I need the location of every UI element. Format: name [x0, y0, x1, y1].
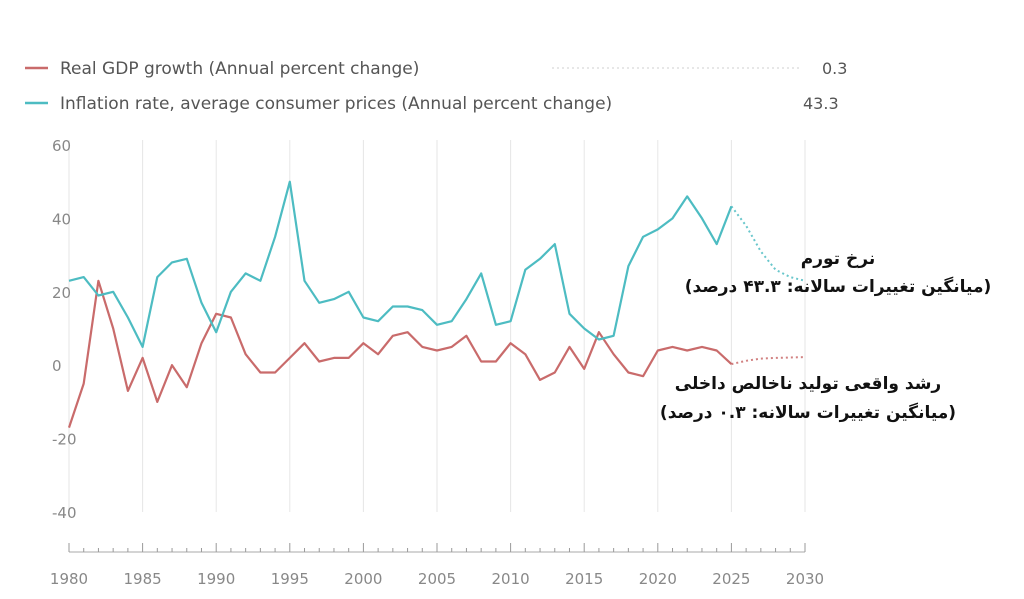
x-tick-label: 1985: [124, 570, 162, 588]
y-tick-label: -40: [52, 504, 77, 522]
series-line-0: [67, 279, 733, 428]
y-tick-label: 20: [52, 284, 71, 302]
legend-label-gdp: Real GDP growth (Annual percent change): [60, 59, 419, 79]
x-tick-label: 2020: [639, 570, 677, 588]
annotation-inflation: نرخ تورم (میانگین تغییرات سالانه: ۴۳.۳ د…: [685, 249, 992, 297]
y-tick-label: -20: [52, 431, 77, 449]
annotation-inflation-line-2: (میانگین تغییرات سالانه: ۴۳.۳ درصد): [685, 276, 992, 297]
annotation-gdp-line-2: (میانگین تغییرات سالانه: ۰.۳ درصد): [660, 402, 956, 423]
legend-value-gdp: 0.3: [822, 59, 847, 78]
legend-value-inflation: 43.3: [803, 94, 839, 113]
x-tick-label: 2025: [712, 570, 750, 588]
annotation-inflation-line-1: نرخ تورم: [801, 249, 875, 269]
x-tick-label: 2005: [418, 570, 456, 588]
legend: Real GDP growth (Annual percent change) …: [25, 59, 847, 114]
grid: [68, 140, 806, 512]
x-tick-label: 2030: [786, 570, 824, 588]
x-tick-label: 1990: [197, 570, 235, 588]
annotation-gdp-line-1: رشد واقعی تولید ناخالص داخلی: [675, 374, 941, 394]
y-tick-label: 60: [52, 137, 71, 155]
y-tick-label: 0: [52, 357, 62, 375]
series-layer: [67, 180, 806, 428]
x-tick-label: 1995: [271, 570, 309, 588]
legend-item-inflation[interactable]: Inflation rate, average consumer prices …: [25, 94, 839, 114]
legend-item-gdp[interactable]: Real GDP growth (Annual percent change) …: [25, 59, 847, 79]
y-tick-label: 40: [52, 210, 71, 228]
series-projection-0: [731, 356, 806, 366]
series-projection-1: [730, 205, 806, 282]
axes: -40 -20 0 20 40 60 1980 1985 1990 1995 2000 2005 201…: [50, 137, 824, 588]
x-tick-label: 1980: [50, 570, 88, 588]
series-line-1: [68, 180, 733, 348]
annotation-gdp: رشد واقعی تولید ناخالص داخلی (میانگین تغ…: [660, 374, 956, 423]
legend-label-inflation: Inflation rate, average consumer prices …: [60, 94, 612, 114]
x-tick-label: 2000: [344, 570, 382, 588]
x-tick-label: 2015: [565, 570, 603, 588]
x-tick-label: 2010: [492, 570, 530, 588]
